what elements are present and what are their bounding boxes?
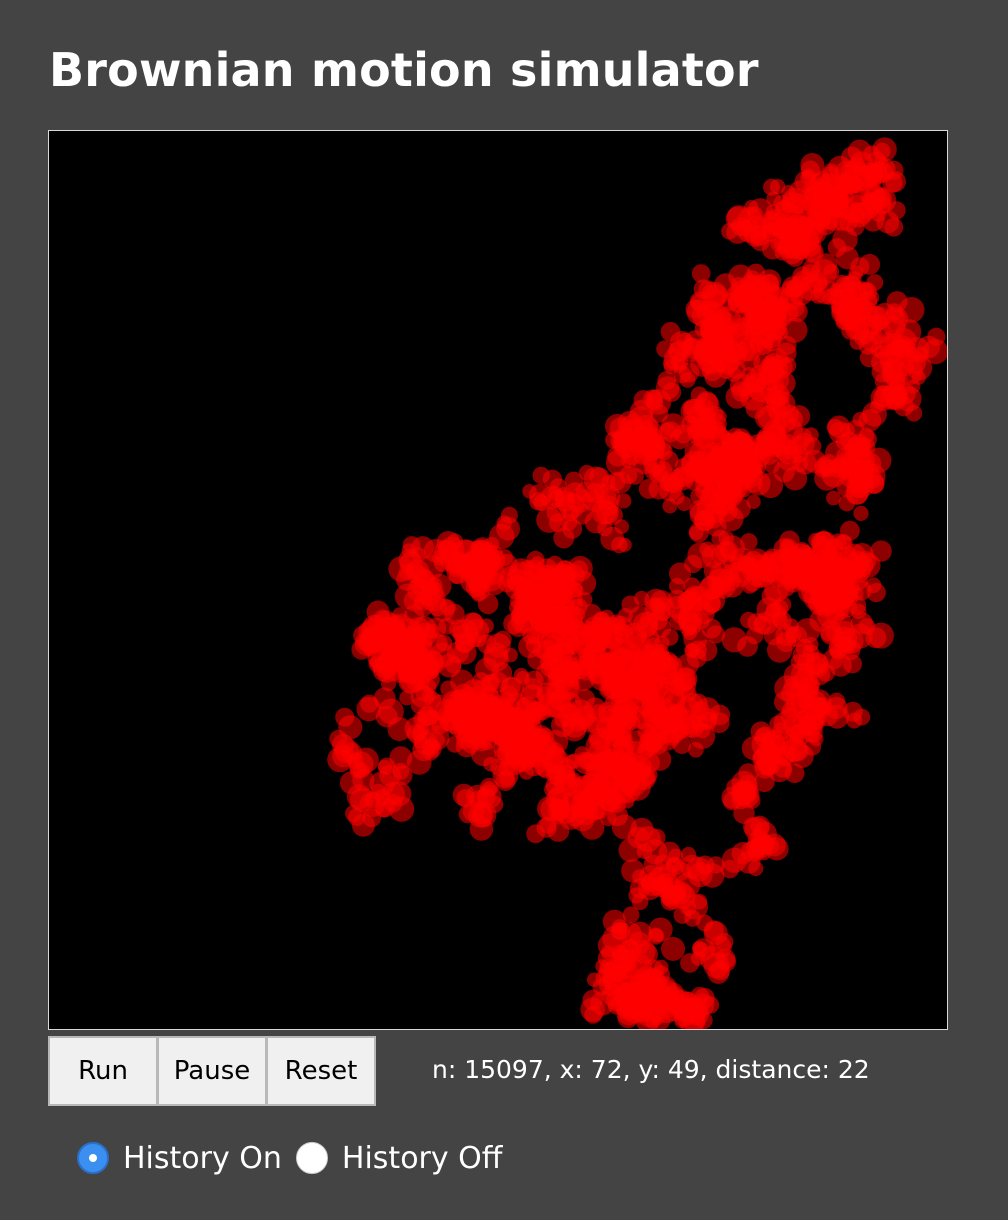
reset-button[interactable]: Reset bbox=[266, 1036, 376, 1106]
random-walk-trail bbox=[327, 137, 947, 1029]
history-toggle: History On History Off bbox=[77, 1136, 516, 1180]
pause-button[interactable]: Pause bbox=[157, 1036, 267, 1106]
history-off-label[interactable]: History Off bbox=[341, 1140, 503, 1176]
history-on-label[interactable]: History On bbox=[123, 1140, 282, 1176]
status-readout: n: 15097, x: 72, y: 49, distance: 22 bbox=[432, 1055, 870, 1084]
history-on-radio[interactable] bbox=[77, 1142, 109, 1174]
control-buttons: Run Pause Reset bbox=[48, 1036, 376, 1106]
simulation-canvas[interactable] bbox=[48, 130, 948, 1030]
page-title: Brownian motion simulator bbox=[49, 43, 759, 97]
run-button[interactable]: Run bbox=[48, 1036, 158, 1106]
history-off-radio[interactable] bbox=[295, 1142, 328, 1174]
